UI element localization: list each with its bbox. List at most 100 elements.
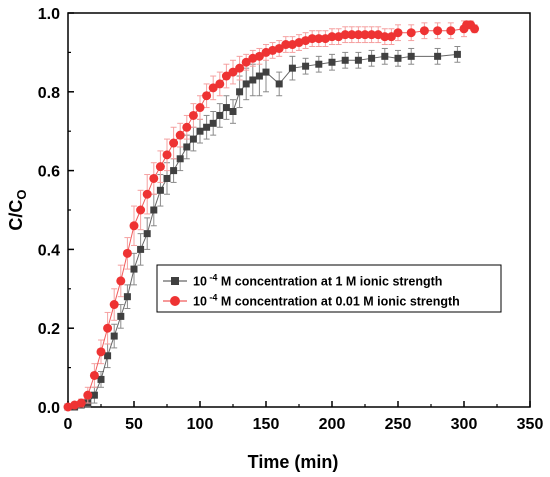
data-point [155, 162, 165, 172]
series-2 [63, 20, 480, 412]
y-tick-label: 0.0 [38, 400, 60, 417]
data-point [274, 43, 284, 53]
y-axis-title-sub: O [14, 189, 29, 199]
data-point [307, 34, 317, 44]
data-point [143, 230, 151, 238]
legend-marker [171, 277, 179, 285]
data-point [136, 205, 146, 215]
legend-label: 10 -4 M concentration at 1 M ionic stren… [193, 273, 442, 289]
data-point [241, 57, 251, 67]
y-axis-title-main: C/C [6, 200, 26, 231]
data-point [236, 88, 244, 96]
data-point [434, 52, 442, 60]
data-point [228, 67, 238, 77]
data-point [453, 50, 461, 58]
y-tick-label: 0.6 [38, 164, 60, 181]
data-point [150, 206, 158, 214]
x-tick-labels: 0 50 100 150 200 250 300 350 [64, 416, 544, 433]
y-tick-label: 1.0 [38, 6, 60, 23]
data-point [129, 221, 139, 231]
data-point [97, 375, 105, 383]
x-tick-label: 300 [451, 416, 478, 433]
legend-marker [170, 296, 180, 306]
data-point [221, 71, 231, 81]
y-tick-label: 0.4 [38, 242, 60, 259]
data-point [229, 108, 237, 115]
data-point [341, 56, 349, 64]
data-point [347, 30, 357, 40]
data-point [368, 54, 376, 62]
data-point [162, 150, 172, 160]
data-point [235, 63, 245, 73]
data-point [367, 30, 377, 40]
data-point [242, 80, 250, 88]
data-point [104, 352, 112, 360]
data-point [149, 173, 159, 183]
data-point [122, 248, 132, 258]
axis-ticks [67, 12, 531, 408]
data-point [393, 28, 403, 38]
data-point [116, 276, 126, 286]
data-point [314, 34, 324, 44]
x-axis-title: Time (min) [248, 452, 339, 472]
legend-exponent: -4 [207, 273, 218, 283]
data-point [208, 83, 218, 93]
data-point [123, 293, 131, 301]
y-tick-label: 0.2 [38, 321, 60, 338]
data-point [255, 72, 263, 80]
series-layer [63, 20, 480, 412]
data-point [281, 40, 291, 50]
data-point [203, 123, 211, 131]
data-point [170, 167, 178, 175]
legend-exponent: -4 [207, 293, 218, 303]
legend-text: M concentration at 1 M ionic strength [217, 275, 442, 289]
data-point [169, 138, 179, 148]
series-1 [64, 45, 461, 411]
data-point [222, 104, 230, 112]
data-point [215, 79, 225, 89]
data-point [360, 30, 370, 40]
data-point [202, 91, 212, 101]
data-point [103, 323, 113, 333]
data-point [406, 28, 416, 38]
data-point [254, 51, 264, 61]
data-point [381, 52, 389, 60]
data-point [76, 398, 86, 408]
data-point [315, 60, 323, 68]
data-point [216, 111, 224, 119]
y-axis-title: C/CO [6, 189, 29, 230]
y-tick-label: 0.8 [38, 85, 60, 102]
x-tick-label: 200 [319, 416, 346, 433]
data-point [288, 64, 296, 72]
data-point [407, 52, 415, 60]
data-point [176, 155, 184, 163]
data-point [175, 130, 185, 140]
y-tick-labels: 0.0 0.2 0.4 0.6 0.8 1.0 [38, 6, 60, 417]
data-point [163, 174, 171, 182]
legend-label: 10 -4 M concentration at 0.01 M ionic st… [193, 293, 460, 309]
x-tick-label: 150 [253, 416, 280, 433]
data-point [188, 110, 198, 120]
data-point [340, 30, 350, 40]
legend-base: 10 [193, 275, 207, 289]
data-point [195, 103, 205, 113]
data-point [117, 312, 125, 320]
data-point [196, 127, 204, 135]
data-point [96, 347, 106, 357]
data-point [182, 122, 192, 132]
x-tick-label: 250 [385, 416, 412, 433]
data-point [209, 119, 217, 127]
x-tick-label: 50 [125, 416, 143, 433]
legend-box [156, 264, 502, 313]
data-point [302, 62, 310, 70]
data-point [394, 54, 402, 62]
data-point [89, 370, 99, 380]
data-point [353, 30, 363, 40]
data-point [183, 143, 191, 151]
data-point [386, 32, 396, 42]
legend-base: 10 [193, 295, 207, 309]
data-point [83, 390, 93, 400]
x-tick-label: 100 [187, 416, 214, 433]
data-point [156, 186, 164, 194]
